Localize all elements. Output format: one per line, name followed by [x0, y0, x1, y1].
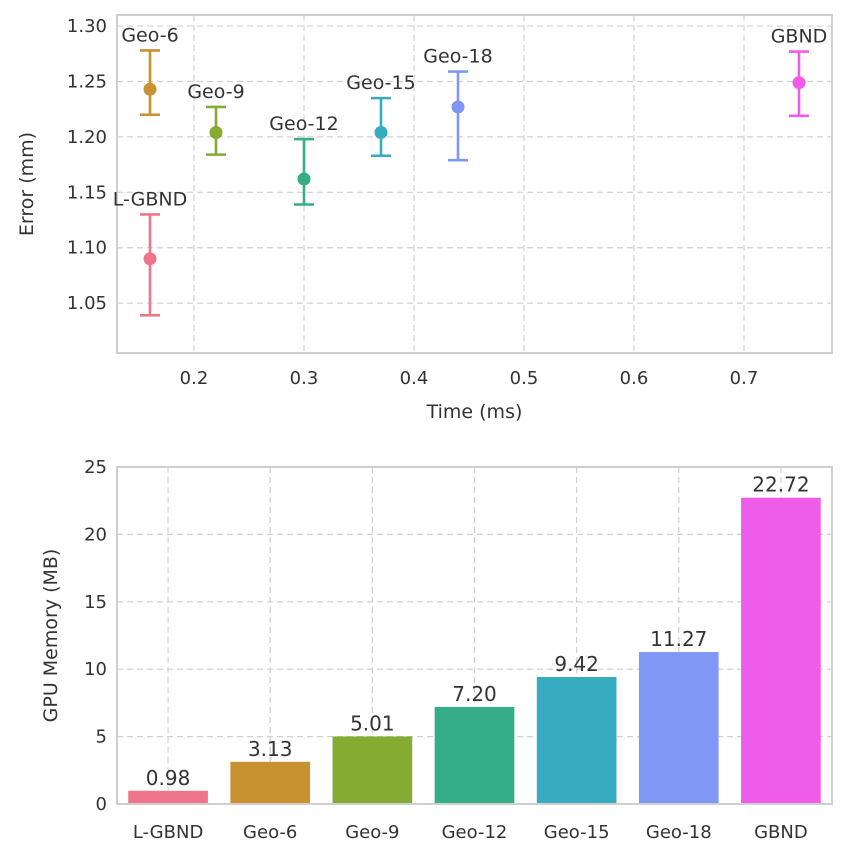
y-tick-label: 1.05 [67, 293, 107, 314]
bar-value-label: 7.20 [452, 682, 497, 706]
gpu-memory-bar-chart: 0 5 10 15 20 25 0.98 L-GBND 3.13 Geo-6 5.01 Geo-9 7.… [40, 457, 833, 843]
bar-value-label: 5.01 [350, 711, 395, 735]
y-tick-label: 15 [84, 592, 107, 613]
bar-value-label: 0.98 [146, 766, 191, 790]
x-tick-label: GBND [754, 822, 808, 843]
data-point [451, 100, 465, 114]
x-tick-label: L-GBND [133, 822, 204, 843]
point-label: GBND [771, 26, 828, 48]
data-point [374, 125, 388, 139]
data-point [143, 82, 157, 96]
bar-l-gbnd [128, 790, 208, 804]
y-tick-label: 20 [84, 524, 107, 545]
x-tick-label: 0.2 [180, 368, 209, 389]
point-label: Geo-12 [269, 113, 338, 135]
x-tick-label: Geo-12 [442, 822, 508, 843]
point-l-gbnd: L-GBND [113, 188, 187, 317]
y-tick-label: 1.30 [67, 16, 107, 37]
point-geo-12: Geo-12 [269, 113, 339, 206]
point-geo-15: Geo-15 [346, 72, 416, 158]
x-tick-label: Geo-15 [544, 822, 610, 843]
x-tick-label: Geo-9 [345, 822, 399, 843]
x-tick-label: 0.6 [620, 368, 649, 389]
x-tick-label: 0.3 [290, 368, 319, 389]
y-axis-label: Error (mm) [16, 132, 38, 236]
point-geo-9: Geo-9 [187, 81, 245, 156]
point-geo-6: Geo-6 [121, 24, 179, 117]
bar-geo-18 [638, 652, 719, 804]
y-tick-label: 1.25 [67, 71, 107, 92]
point-label: Geo-9 [187, 81, 244, 103]
x-tick-label: Geo-18 [646, 822, 712, 843]
x-tick-label: 0.7 [730, 368, 759, 389]
plot-frame [116, 14, 833, 354]
x-tick-label: 0.4 [400, 368, 429, 389]
y-tick-label: 5 [96, 727, 107, 748]
bar-geo-6 [230, 761, 311, 804]
x-tick-label: Geo-6 [243, 822, 297, 843]
data-point [143, 252, 157, 266]
bar-geo-9 [332, 736, 413, 804]
point-label: Geo-18 [423, 46, 492, 68]
y-axis-label: GPU Memory (MB) [40, 549, 62, 723]
bar-geo-15 [536, 677, 617, 804]
bar-gbnd [741, 497, 821, 804]
y-tick-label: 1.20 [67, 127, 107, 148]
bar-value-label: 11.27 [650, 627, 707, 651]
bar-geo-12 [434, 706, 515, 804]
data-point [297, 172, 311, 186]
data-point [209, 125, 223, 139]
plot-frame [116, 466, 833, 805]
data-point [792, 76, 806, 90]
y-tick-label: 1.15 [67, 182, 107, 203]
point-label: Geo-15 [346, 72, 415, 94]
point-gbnd: GBND [771, 26, 828, 118]
x-tick-label: 0.5 [510, 368, 539, 389]
y-tick-label: 1.10 [67, 238, 107, 259]
point-geo-18: Geo-18 [423, 46, 493, 162]
x-axis-label: Time (ms) [426, 401, 523, 423]
y-tick-label: 0 [96, 794, 107, 815]
bar-value-label: 9.42 [554, 652, 599, 676]
point-label: L-GBND [113, 188, 187, 210]
y-tick-label: 25 [84, 457, 107, 478]
point-label: Geo-6 [121, 24, 178, 46]
bar-value-label: 3.13 [248, 737, 293, 761]
y-tick-label: 10 [84, 659, 107, 680]
bar-value-label: 22.72 [752, 473, 809, 497]
error-vs-time-chart: 0.2 0.3 0.4 0.5 0.6 0.7 1.05 1.10 1.15 1.20 1.25 1.… [16, 14, 833, 423]
